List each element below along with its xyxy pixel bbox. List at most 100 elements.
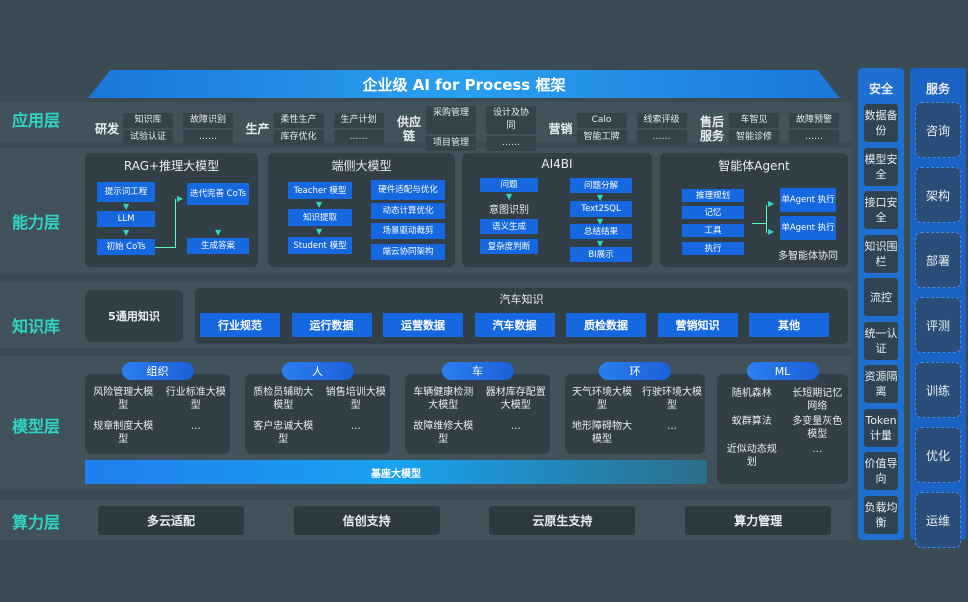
security-item[interactable]: 知识围栏: [864, 234, 898, 273]
box-ai4bi-left: 复杂度判断: [480, 239, 538, 254]
model-panel: [85, 374, 230, 454]
box-llm: LLM: [97, 211, 155, 227]
box-edge-right: 硬件适配与优化: [371, 180, 445, 200]
connector: [752, 223, 766, 224]
panel-title: 端侧大模型: [331, 159, 392, 173]
box-agent-left: 工具: [682, 224, 744, 237]
box-question: 问题: [480, 178, 538, 192]
model-item: 风险管理大模型: [93, 387, 154, 411]
security-item[interactable]: 资源隔离: [864, 365, 898, 403]
model-tag: 组织: [121, 362, 194, 380]
app-item[interactable]: ……: [333, 129, 384, 145]
app-item[interactable]: 柔性生产: [273, 112, 324, 128]
app-item[interactable]: 设计及协同: [486, 106, 536, 134]
arrow-down-icon: ▼: [597, 217, 604, 226]
app-item[interactable]: 智能诊修: [728, 129, 779, 145]
app-item[interactable]: 知识库: [123, 112, 174, 128]
box-distill: 知识提取: [288, 209, 352, 226]
box-agent-left: 执行: [682, 242, 744, 255]
arrow-down-icon: ▼: [316, 227, 323, 236]
box-edge-right: 场景驱动裁剪: [371, 223, 445, 239]
layer-label-capability: 能力层: [12, 213, 61, 232]
arrow-down-icon: ▼: [123, 228, 130, 237]
knowledge-item[interactable]: 质检数据: [566, 313, 646, 337]
app-item[interactable]: 智能工牌: [576, 129, 627, 145]
app-item[interactable]: 项目管理: [426, 136, 476, 151]
arrow-down-icon: ▼: [597, 193, 604, 202]
box-edge-right: 动态计算优化: [371, 203, 445, 219]
app-item[interactable]: 线索评级: [636, 112, 687, 128]
app-item[interactable]: ……: [788, 129, 839, 145]
security-item[interactable]: 数据备份: [864, 104, 898, 142]
security-item[interactable]: 模型安全: [864, 147, 898, 186]
panel-edge: 端侧大模型 Teacher 模型 ▼ 知识提取 ▼ Student 模型 硬件适…: [268, 153, 455, 267]
service-item[interactable]: 架构: [915, 167, 961, 223]
model-item: 多变量灰色模型: [792, 416, 843, 440]
box-text2sql: Text2SQL: [570, 201, 632, 217]
app-item[interactable]: 库存优化: [273, 129, 324, 145]
app-item[interactable]: 故障预警: [788, 112, 839, 128]
service-item[interactable]: 优化: [915, 427, 961, 483]
knowledge-item[interactable]: 行业规范: [200, 313, 280, 337]
connector: [155, 247, 175, 248]
app-items: 知识库 故障识别 试验认证 ……: [123, 112, 239, 145]
app-item[interactable]: Calo: [576, 112, 627, 128]
connector: [175, 199, 176, 248]
app-group: 售后服务 车智见 故障预警 智能诊修 ……: [699, 106, 845, 151]
app-item[interactable]: 生产计划: [333, 112, 384, 128]
security-item[interactable]: 价值导向: [864, 452, 898, 490]
box-edge-right: 端云协同架构: [371, 244, 445, 260]
auto-knowledge-title: 汽车知识: [499, 293, 544, 306]
service-item[interactable]: 部署: [915, 232, 961, 288]
app-group-name: 售后服务: [699, 114, 724, 143]
app-item[interactable]: 车智见: [728, 112, 779, 128]
security-item[interactable]: 负载均衡: [864, 495, 898, 534]
model-item: 天气环境大模型: [572, 387, 632, 411]
arrow-right-icon: ▶: [768, 199, 775, 208]
security-item[interactable]: 统一认证: [864, 321, 898, 360]
knowledge-item[interactable]: 营销知识: [657, 313, 738, 337]
knowledge-item[interactable]: 汽车数据: [474, 313, 555, 337]
service-item[interactable]: 训练: [915, 362, 961, 418]
model-item: …: [812, 444, 823, 455]
app-item[interactable]: ……: [183, 129, 234, 145]
panel-rag: RAG+推理大模型 提示词工程 ▼ LLM ▼ 初始 CoTs ▶ 迭代完善 C…: [85, 153, 258, 267]
app-group-name: 营销: [548, 121, 573, 136]
app-item[interactable]: 采购管理: [426, 106, 476, 134]
security-item[interactable]: 接口安全: [864, 191, 898, 229]
knowledge-item[interactable]: 运营数据: [383, 313, 463, 337]
service-item[interactable]: 评测: [915, 297, 961, 353]
app-item[interactable]: 故障识别: [183, 112, 234, 128]
app-item[interactable]: 试验认证: [123, 129, 174, 145]
app-items: 柔性生产 生产计划 库存优化 ……: [273, 112, 390, 145]
box-prompt: 提示词工程: [97, 182, 155, 202]
service-item[interactable]: 运维: [915, 492, 961, 548]
model-item: 行业标准大模型: [165, 387, 226, 411]
layer-label-app: 应用层: [12, 111, 61, 130]
app-group: 供应链 采购管理 设计及协同 项目管理 ……: [396, 106, 542, 151]
panel-title: AI4BI: [541, 157, 573, 171]
panel-ai4bi: AI4BI 问题 ▼ 意图识别 语义生成 复杂度判断 问题分解 ▼ Text2S…: [462, 153, 652, 267]
box-single-agent: 单Agent 执行: [780, 188, 836, 212]
app-item[interactable]: ……: [636, 129, 687, 145]
knowledge-item[interactable]: 其他: [749, 313, 829, 337]
security-item[interactable]: 流控: [864, 278, 898, 316]
model-item: 质检员辅助大模型: [253, 387, 314, 411]
compute-item: 多云适配: [98, 506, 244, 535]
model-item: 客户忠诚大模型: [253, 421, 314, 445]
model-item: 规章制度大模型: [93, 421, 154, 445]
app-group-name: 研发: [95, 121, 120, 136]
box-teacher: Teacher 模型: [288, 182, 352, 199]
security-item[interactable]: Token计量: [864, 408, 898, 447]
model-tag: ML: [746, 362, 819, 380]
model-item: 蚁群算法: [731, 416, 772, 427]
arrow-down-icon: ▼: [597, 239, 604, 248]
arrow-down-icon: ▼: [215, 228, 222, 237]
panel-title: 智能体Agent: [718, 159, 790, 173]
model-tag: 环: [599, 362, 671, 380]
model-item: …: [667, 421, 677, 432]
service-item[interactable]: 咨询: [915, 102, 961, 158]
model-panel: [245, 374, 390, 454]
app-item[interactable]: ……: [486, 136, 536, 151]
knowledge-item[interactable]: 运行数据: [291, 313, 372, 337]
